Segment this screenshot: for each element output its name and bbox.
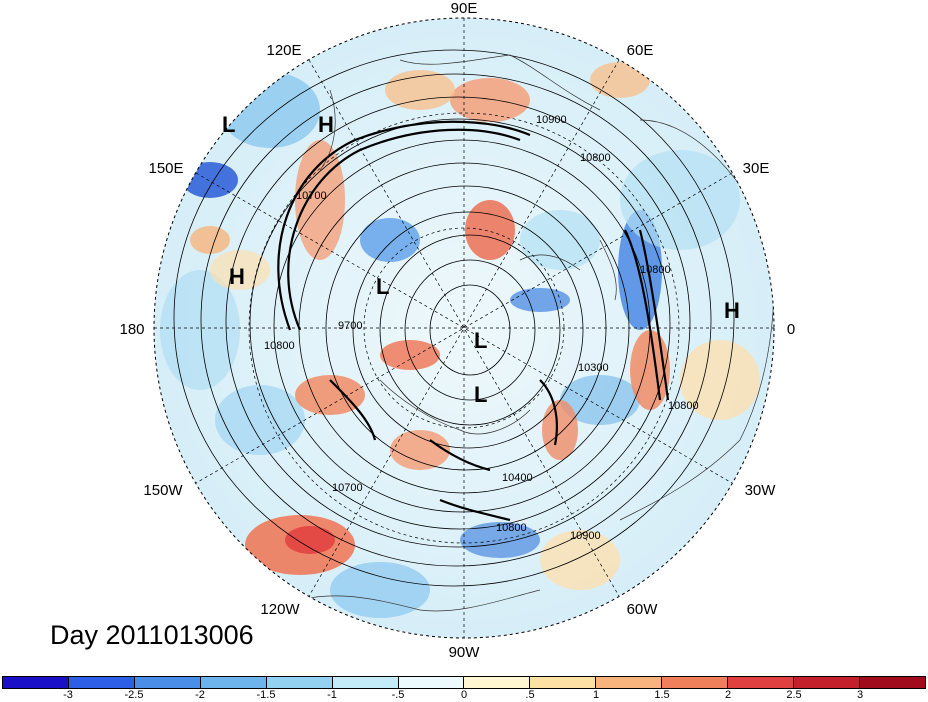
colorbar-swatch	[68, 677, 135, 688]
colorbar-tick-label: -1.5	[256, 689, 276, 701]
date-title: Day 2011013006	[50, 620, 254, 650]
contour-label: 10700	[332, 482, 363, 494]
colorbar-swatch	[200, 677, 267, 688]
jet-contours	[277, 120, 670, 522]
colorbar-tick-label: -1	[327, 689, 337, 701]
colorbar-tick-label: -2.5	[124, 689, 144, 701]
lon-label-30w: 30W	[744, 482, 776, 499]
low-center-label: L	[474, 382, 488, 407]
contour-label: 10800	[264, 340, 295, 352]
colorbar-swatch	[332, 677, 399, 688]
colorbar-swatch	[596, 677, 663, 688]
colorbar-tick-label: 0	[460, 689, 468, 701]
lon-label-150e: 150E	[148, 160, 184, 177]
high-center-label: H	[318, 112, 334, 137]
contour-label: 10800	[640, 264, 671, 276]
contour-label: 9700	[338, 320, 363, 332]
low-center-label: L	[222, 112, 236, 137]
colorbar-swatch	[464, 677, 531, 688]
colorbar-swatch	[134, 677, 201, 688]
meridian-lines	[154, 18, 774, 638]
colorbar-tick-label: 1	[592, 689, 600, 701]
lon-label-0: 0	[786, 321, 796, 338]
colorbar-swatch	[794, 677, 860, 688]
map-border	[153, 17, 775, 639]
lon-label-120e: 120E	[266, 42, 302, 59]
lon-label-30e: 30E	[742, 160, 770, 177]
contour-label: 10400	[502, 472, 533, 484]
lon-label-150w: 150W	[143, 482, 183, 499]
lon-label-60w: 60W	[626, 601, 658, 618]
lon-label-60e: 60E	[626, 42, 654, 59]
low-center-label: L	[376, 274, 390, 299]
colorbar-swatch	[728, 677, 795, 688]
colorbar-tick-label: -2	[195, 689, 205, 701]
colorbar-tick-label: -3	[63, 689, 73, 701]
colorbar-tick-label: 1.5	[654, 689, 670, 701]
lon-label-120w: 120W	[260, 601, 300, 618]
high-center-label: H	[229, 264, 245, 289]
low-center-label: L	[474, 328, 488, 353]
colorbar	[2, 676, 926, 689]
colorbar-swatch	[398, 677, 465, 688]
colorbar-tick-label: -.5	[391, 689, 405, 701]
colorbar-swatch	[266, 677, 333, 688]
colorbar-tick-label: 2.5	[786, 689, 802, 701]
colorbar-tick-label: .5	[525, 689, 535, 701]
colorbar-swatch	[530, 677, 597, 688]
lon-label-90e: 90E	[450, 0, 478, 17]
colorbar-swatch	[662, 677, 729, 688]
coastlines	[299, 54, 774, 612]
lon-label-90w: 90W	[448, 644, 480, 661]
colorbar-swatch	[3, 677, 69, 688]
contour-label: 10800	[580, 152, 611, 164]
contour-label: 10800	[668, 400, 699, 412]
contour-label: 10300	[578, 362, 609, 374]
colorbar-tick-label: 3	[856, 689, 864, 701]
contour-label: 10900	[536, 114, 567, 126]
high-center-label: H	[724, 298, 740, 323]
contour-label: 10700	[296, 190, 327, 202]
contour-label: 10900	[570, 530, 601, 542]
contour-label: 10800	[496, 522, 527, 534]
lon-label-180: 180	[119, 321, 145, 338]
anomaly-field	[154, 18, 774, 638]
colorbar-swatch	[859, 677, 925, 688]
colorbar-tick-label: 2	[724, 689, 732, 701]
